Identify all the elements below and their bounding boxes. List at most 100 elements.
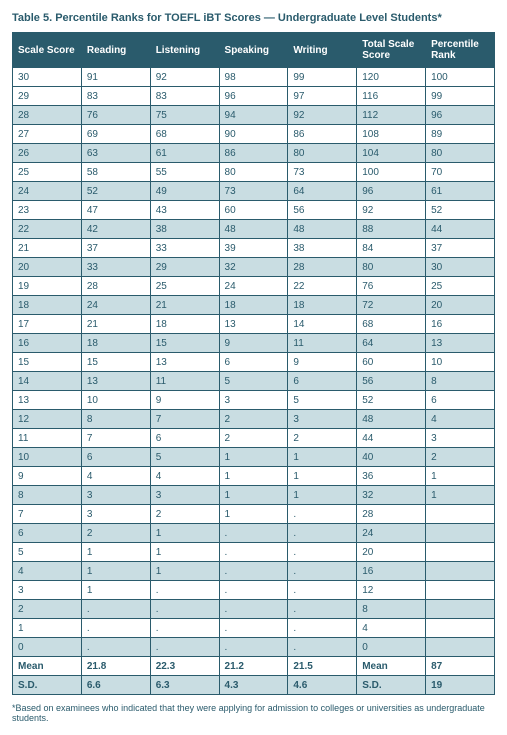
table-cell: 37 xyxy=(426,239,495,258)
table-cell: 20 xyxy=(357,543,426,562)
table-cell: 86 xyxy=(219,144,288,163)
col-header: Reading xyxy=(81,33,150,68)
table-row: 128723484 xyxy=(13,410,495,429)
table-cell: 2 xyxy=(150,505,219,524)
table-cell: . xyxy=(288,619,357,638)
table-cell: 96 xyxy=(219,87,288,106)
table-row: 14131156568 xyxy=(13,372,495,391)
table-row: 298383969711699 xyxy=(13,87,495,106)
table-cell: 5 xyxy=(150,448,219,467)
table-cell: 24 xyxy=(13,182,82,201)
table-cell: 18 xyxy=(219,296,288,315)
table-cell: 63 xyxy=(81,144,150,163)
table-cell: 100 xyxy=(426,68,495,87)
table-cell: 1 xyxy=(81,581,150,600)
table-cell: 4 xyxy=(150,467,219,486)
table-cell: 112 xyxy=(357,106,426,125)
table-cell: 92 xyxy=(150,68,219,87)
table-cell: 80 xyxy=(426,144,495,163)
table-cell: 7 xyxy=(150,410,219,429)
table-cell: 60 xyxy=(219,201,288,220)
table-row: 266361868010480 xyxy=(13,144,495,163)
table-cell: 6 xyxy=(150,429,219,448)
table-cell: 21 xyxy=(13,239,82,258)
table-cell: 60 xyxy=(357,353,426,372)
table-cell: 13 xyxy=(81,372,150,391)
table-cell: 56 xyxy=(288,201,357,220)
table-cell: 90 xyxy=(219,125,288,144)
table-row: 18242118187220 xyxy=(13,296,495,315)
table-cell: 80 xyxy=(288,144,357,163)
table-cell: 25 xyxy=(13,163,82,182)
table-cell: 2 xyxy=(81,524,150,543)
table-cell: 104 xyxy=(357,144,426,163)
table-cell: 18 xyxy=(13,296,82,315)
table-row: 255855807310070 xyxy=(13,163,495,182)
table-cell: 75 xyxy=(150,106,219,125)
table-cell: 8 xyxy=(426,372,495,391)
table-cell: 3 xyxy=(13,581,82,600)
table-cell: 21 xyxy=(81,315,150,334)
table-cell: 73 xyxy=(219,182,288,201)
table-cell: . xyxy=(288,638,357,657)
summary-cell: 21.5 xyxy=(288,657,357,676)
summary-cell: 21.2 xyxy=(219,657,288,676)
table-cell: 1 xyxy=(288,486,357,505)
table-cell: 80 xyxy=(357,258,426,277)
table-cell: . xyxy=(81,600,150,619)
table-cell: 1 xyxy=(150,543,219,562)
table-cell: 70 xyxy=(426,163,495,182)
table-cell: 18 xyxy=(81,334,150,353)
table-cell xyxy=(426,524,495,543)
table-cell: 42 xyxy=(81,220,150,239)
table-row: 1618159116413 xyxy=(13,334,495,353)
table-cell: 64 xyxy=(357,334,426,353)
table-cell: 56 xyxy=(357,372,426,391)
summary-row: S.D.6.66.34.34.6S.D.19 xyxy=(13,676,495,695)
table-cell: 99 xyxy=(288,68,357,87)
table-cell: . xyxy=(219,524,288,543)
table-cell: 24 xyxy=(219,277,288,296)
table-cell: 76 xyxy=(81,106,150,125)
table-cell: 18 xyxy=(288,296,357,315)
table-cell: 30 xyxy=(13,68,82,87)
table-cell: 1 xyxy=(219,448,288,467)
table-cell: 8 xyxy=(357,600,426,619)
table-cell: 6 xyxy=(219,353,288,372)
table-cell: 48 xyxy=(357,410,426,429)
table-cell: 13 xyxy=(13,391,82,410)
table-cell: . xyxy=(219,543,288,562)
table-cell: . xyxy=(219,581,288,600)
summary-cell: 6.6 xyxy=(81,676,150,695)
table-cell: 30 xyxy=(426,258,495,277)
table-cell: 6 xyxy=(288,372,357,391)
table-cell: 61 xyxy=(150,144,219,163)
table-row: 106511402 xyxy=(13,448,495,467)
table-row: 117622443 xyxy=(13,429,495,448)
summary-cell: 21.8 xyxy=(81,657,150,676)
summary-cell: 4.3 xyxy=(219,676,288,695)
table-cell: 96 xyxy=(426,106,495,125)
table-cell: 84 xyxy=(357,239,426,258)
table-row: 19282524227625 xyxy=(13,277,495,296)
table-cell: 3 xyxy=(288,410,357,429)
table-cell: 36 xyxy=(357,467,426,486)
table-cell: 1 xyxy=(13,619,82,638)
summary-cell: 22.3 xyxy=(150,657,219,676)
table-cell: 20 xyxy=(13,258,82,277)
table-cell: 1 xyxy=(81,543,150,562)
table-row: 1310935526 xyxy=(13,391,495,410)
table-header-row: Scale ScoreReadingListeningSpeakingWriti… xyxy=(13,33,495,68)
table-cell: 29 xyxy=(150,258,219,277)
table-cell: 52 xyxy=(357,391,426,410)
table-cell: 2 xyxy=(219,410,288,429)
table-row: 0....0 xyxy=(13,638,495,657)
table-cell: 9 xyxy=(219,334,288,353)
table-cell: 58 xyxy=(81,163,150,182)
table-cell: . xyxy=(81,638,150,657)
table-cell: . xyxy=(288,581,357,600)
table-cell: 49 xyxy=(150,182,219,201)
table-cell: 28 xyxy=(13,106,82,125)
summary-cell: 87 xyxy=(426,657,495,676)
table-cell: 12 xyxy=(357,581,426,600)
